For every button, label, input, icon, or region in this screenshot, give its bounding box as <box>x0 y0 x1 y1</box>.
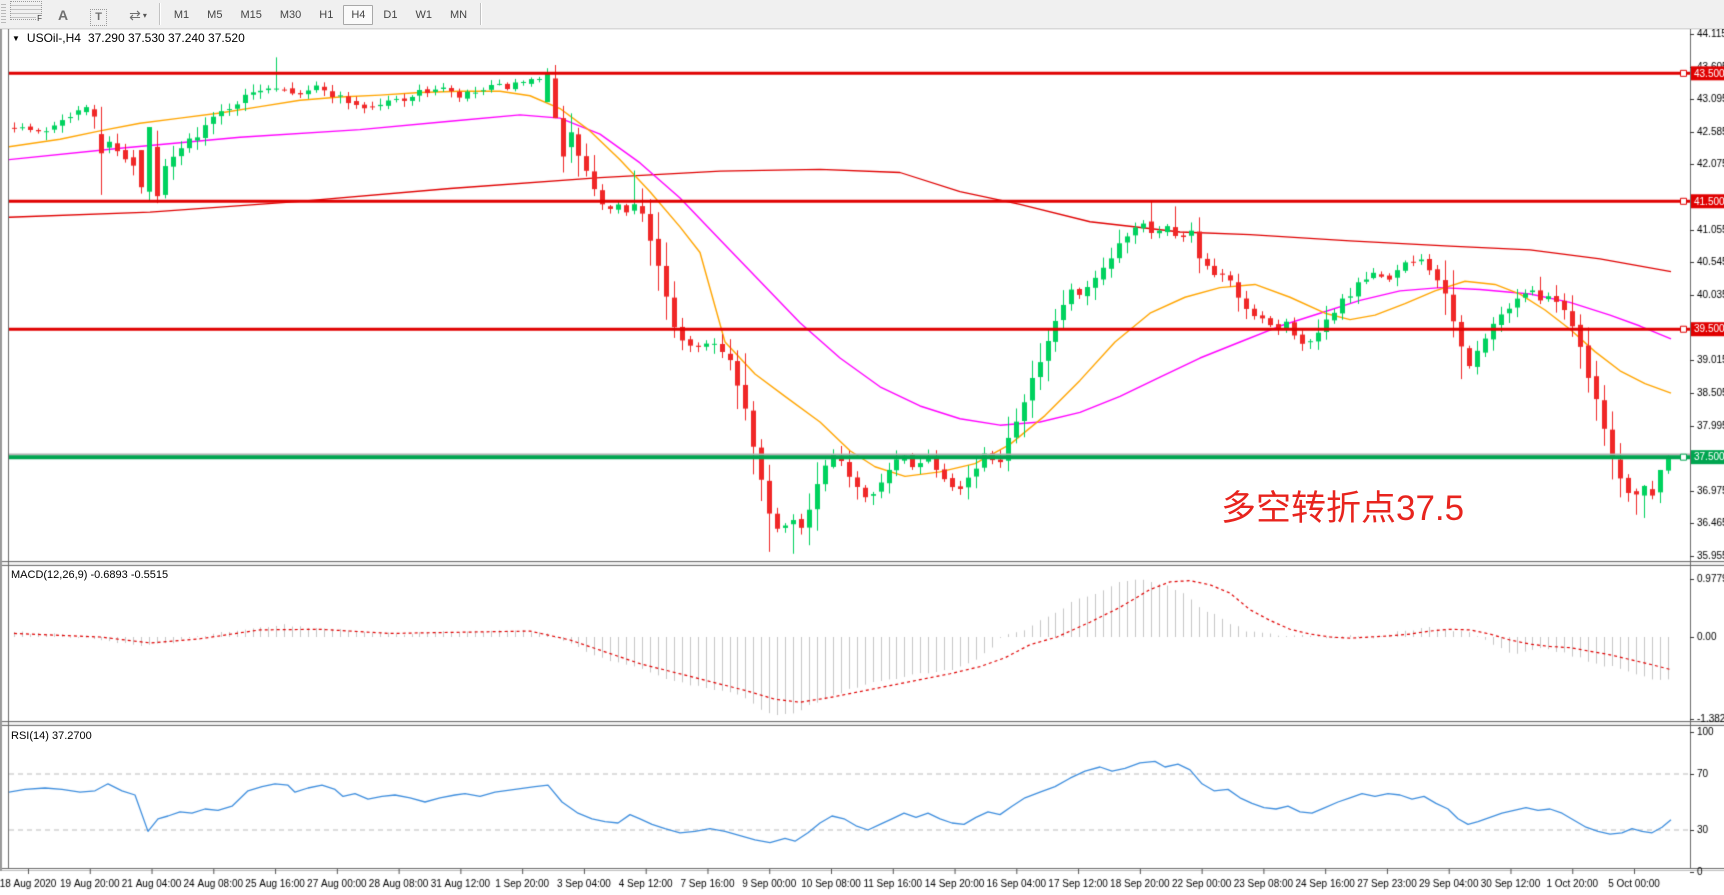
macd-indicator-label: MACD(12,26,9) -0.6893 -0.5515 <box>11 569 169 581</box>
toolbar-separator-2 <box>480 3 483 25</box>
grid-template-icon[interactable]: F <box>10 0 43 24</box>
grid-template-sub-label: F <box>36 14 43 24</box>
timeframe-button-m1[interactable]: M1 <box>173 9 190 21</box>
symbol-title: USOil-,H4 <box>26 31 81 45</box>
timeframe-button-m5[interactable]: M5 <box>207 9 223 21</box>
timeframe-button-h1[interactable]: H1 <box>319 9 334 21</box>
toolbar-icon-group: F A T ⇄ ▾ <box>6 0 155 28</box>
timeframe-group: M1 M5 M15 M30 H1 H4 D1 W1 MN <box>165 5 476 25</box>
timeframe-button-mn[interactable]: MN <box>449 9 468 21</box>
chart-header: ▼ USOil-,H4 37.290 37.530 37.240 37.520 <box>12 31 245 45</box>
dropdown-caret-icon[interactable]: ▾ <box>142 11 147 21</box>
timeframe-button-h4[interactable]: H4 <box>343 5 374 25</box>
text-label-icon[interactable]: A <box>58 7 69 24</box>
rsi-indicator-label: RSI(14) 37.2700 <box>11 730 92 742</box>
toolbar: F A T ⇄ ▾ M1 M5 M15 M30 H1 H4 D1 W1 MN <box>0 0 1724 29</box>
timeframe-button-w1[interactable]: W1 <box>415 9 432 21</box>
ohlc-quote: 37.290 37.530 37.240 37.520 <box>87 31 245 45</box>
timeframe-button-d1[interactable]: D1 <box>383 9 398 21</box>
draw-arrows-icon[interactable]: ⇄ ▾ <box>129 7 147 24</box>
symbol-dropdown-icon[interactable]: ▼ <box>12 33 20 43</box>
toolbar-drag-handle[interactable] <box>1 4 6 24</box>
timeframe-button-m30[interactable]: M30 <box>279 9 302 21</box>
toolbar-separator <box>158 3 161 25</box>
chart-annotation: 多空转折点37.5 <box>1221 489 1465 528</box>
time-axis[interactable] <box>9 871 1689 895</box>
timeframe-button-m15[interactable]: M15 <box>240 9 262 21</box>
price-axis[interactable] <box>1690 29 1724 869</box>
text-box-icon[interactable]: T <box>84 6 113 28</box>
